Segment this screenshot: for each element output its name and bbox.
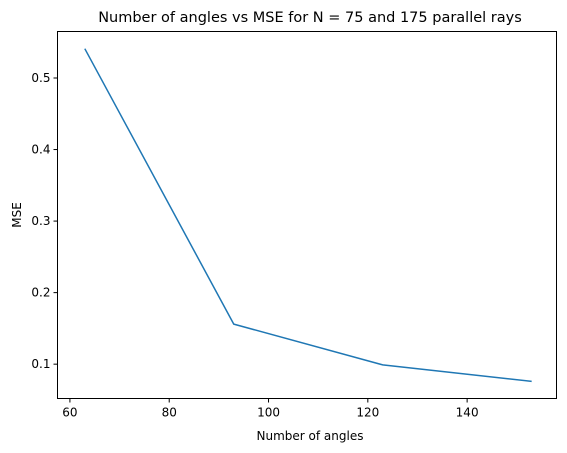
y-tick-label: 0.5	[31, 71, 50, 85]
series-layer	[84, 48, 532, 383]
x-axis-label: Number of angles	[257, 429, 364, 443]
x-tick-label: 120	[356, 406, 379, 420]
y-tick-label: 0.4	[31, 143, 50, 157]
y-axis-label: MSE	[10, 202, 24, 228]
plot-frame	[57, 31, 557, 399]
axis-ticks: 60 80 100 120 140 0.1 0.2 0.3 0.4 0.5	[31, 71, 478, 419]
x-tick-label: 60	[62, 406, 77, 420]
x-tick-label: 140	[456, 406, 479, 420]
chart-title: Number of angles vs MSE for N = 75 and 1…	[98, 10, 522, 26]
y-tick-label: 0.3	[31, 214, 50, 228]
x-tick-label: 80	[162, 406, 177, 420]
series-line	[84, 48, 532, 383]
x-tick-label: 100	[257, 406, 280, 420]
y-tick-label: 0.1	[31, 357, 50, 371]
y-tick-label: 0.2	[31, 286, 50, 300]
